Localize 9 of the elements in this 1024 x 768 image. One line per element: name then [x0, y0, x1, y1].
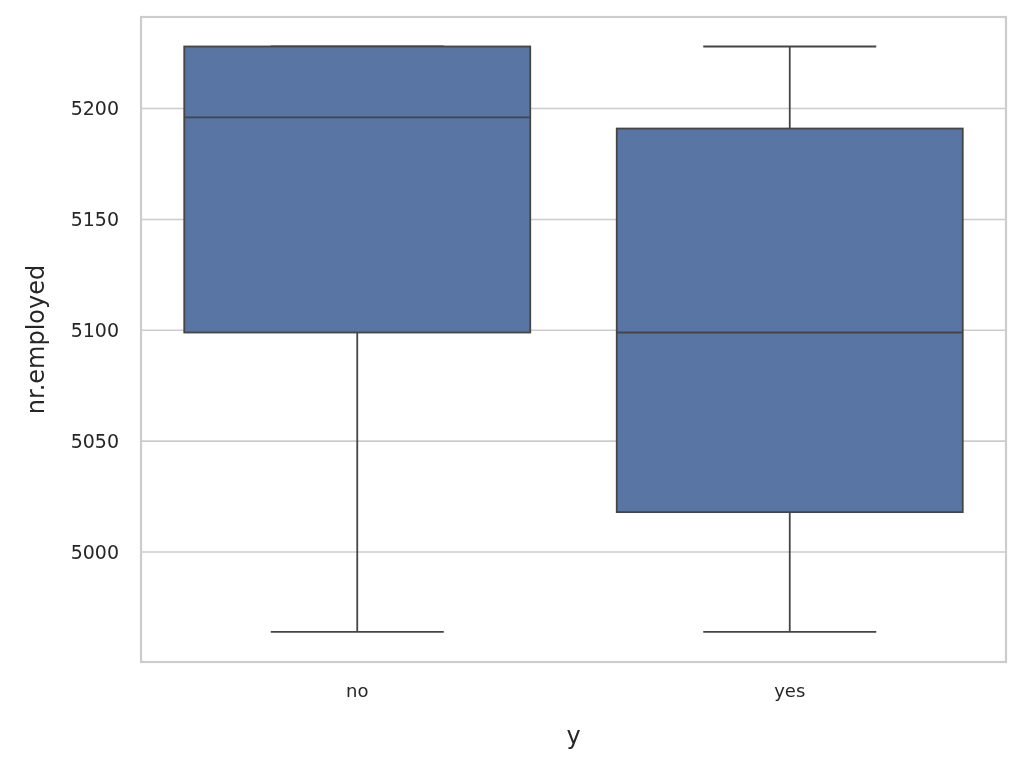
y-tick-label: 5050: [70, 429, 119, 452]
y-tick-label: 5100: [70, 318, 119, 341]
y-tick-label: 5000: [70, 540, 119, 563]
y-tick-label: 5150: [70, 208, 119, 231]
x-axis-title: y: [566, 722, 581, 750]
x-tick-label: yes: [774, 679, 806, 701]
y-tick-label: 5200: [70, 97, 119, 120]
y-axis-title: nr.employed: [22, 264, 50, 415]
x-tick-label: no: [346, 679, 369, 701]
